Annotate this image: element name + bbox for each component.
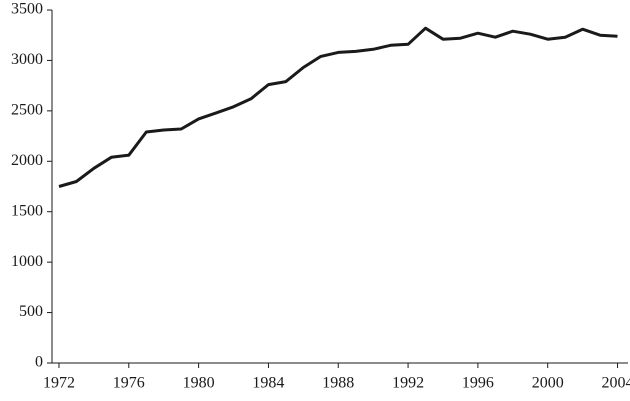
x-tick-label: 1976 xyxy=(113,375,145,392)
y-tick-label: 3000 xyxy=(11,51,43,68)
y-tick-label: 2500 xyxy=(11,102,43,119)
x-tick-label: 2004 xyxy=(602,375,630,392)
y-tick-label: 3500 xyxy=(11,1,43,18)
line xyxy=(58,26,618,188)
y-tick-label: 0 xyxy=(35,354,43,371)
y-tick-label: 1500 xyxy=(11,202,43,219)
x-tick-label: 1984 xyxy=(252,375,284,392)
y-tick-label: 1000 xyxy=(11,253,43,270)
x-tick-label: 1980 xyxy=(183,375,215,392)
x-tick-label: 2000 xyxy=(532,375,564,392)
x-tick-label: 1996 xyxy=(462,375,494,392)
x-tick-label: 1972 xyxy=(43,375,75,392)
y-tick-label: 2000 xyxy=(11,152,43,169)
x-tick-label: 1988 xyxy=(322,375,354,392)
x-tick-label: 1992 xyxy=(392,375,424,392)
y-tick-label: 500 xyxy=(19,303,43,320)
